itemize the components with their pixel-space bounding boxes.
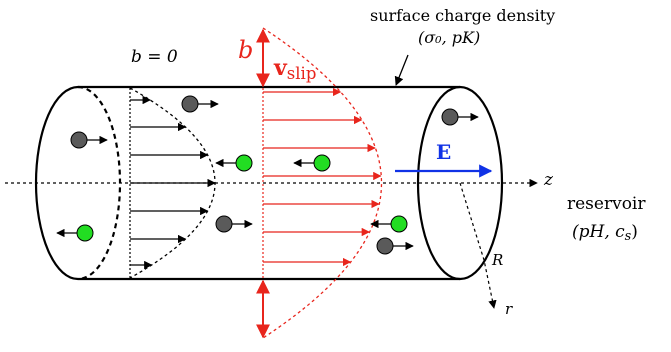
r-label: r (505, 300, 513, 318)
R-label: R (492, 251, 504, 269)
cylinder-right-cap (416, 85, 504, 281)
E-label: E (436, 140, 452, 164)
gray-ion (181, 95, 199, 113)
surface-charge-label: surface charge density (370, 6, 556, 25)
slip-velocity-profile (256, 27, 383, 339)
reservoir-params: (pH, cs) (572, 222, 638, 244)
reservoir-params-text: (pH, c (572, 222, 625, 242)
gray-ion (215, 215, 233, 233)
gray-ion (441, 108, 459, 126)
green-ion (313, 154, 331, 172)
reservoir-label: reservoir (567, 194, 646, 214)
b-label: b (238, 36, 254, 64)
green-ion (390, 215, 408, 233)
surface-charge-pointer (394, 54, 409, 86)
reservoir-params-sub: s (624, 229, 632, 245)
gray-ion (70, 131, 88, 149)
no-slip-velocity-profile (129, 87, 216, 279)
gray-ion (376, 237, 394, 255)
radius-R-line (459, 182, 497, 309)
green-ion (76, 224, 94, 242)
ions (56, 95, 479, 255)
b-zero-label: b = 0 (131, 47, 178, 67)
z-label: z (544, 170, 553, 190)
surface-charge-params: (σ₀, pK) (418, 28, 481, 47)
slip-subscript: slip (286, 64, 317, 84)
reservoir-params-close: ) (631, 222, 638, 242)
v-slip-label: vslip (274, 55, 316, 83)
green-ion (235, 154, 253, 172)
v-symbol: v (274, 55, 287, 81)
